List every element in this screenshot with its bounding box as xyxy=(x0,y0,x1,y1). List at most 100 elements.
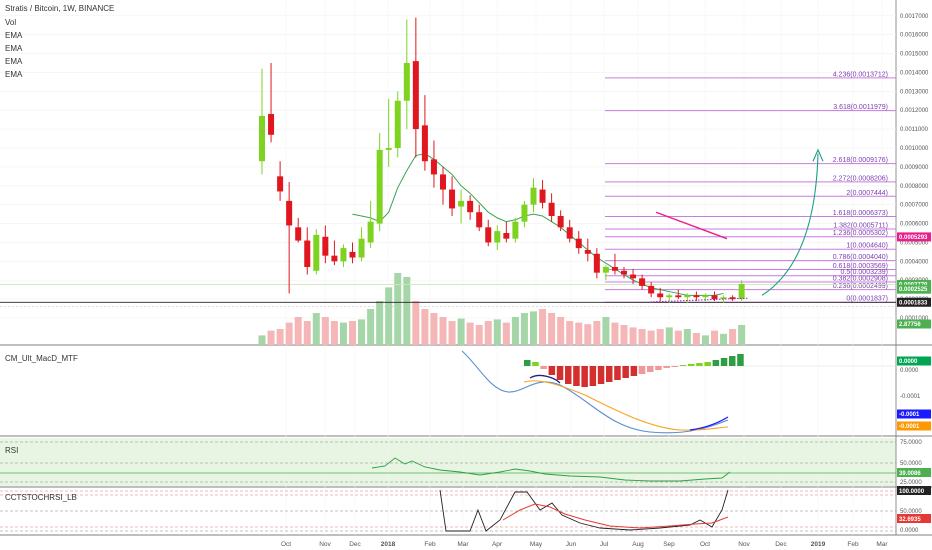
macd-histogram-bar xyxy=(704,362,711,366)
volume-bar xyxy=(620,325,628,345)
macd-histogram-bar xyxy=(614,366,621,380)
rsi-pane-title[interactable]: RSI xyxy=(5,446,19,455)
volume-bar xyxy=(584,324,592,345)
candle-body xyxy=(593,253,600,273)
candle-body xyxy=(738,284,745,300)
candle-body xyxy=(286,200,293,226)
volume-bar xyxy=(520,313,528,345)
candle-body xyxy=(277,176,284,192)
candle-body xyxy=(648,285,655,294)
price-badge xyxy=(897,232,931,242)
time-tick: Oct xyxy=(281,541,291,548)
candle-body xyxy=(693,295,700,298)
candle-body xyxy=(467,200,474,213)
time-tick: Mar xyxy=(876,541,888,548)
indicator-ema-3[interactable]: EMA xyxy=(5,57,23,66)
volume-bar xyxy=(349,321,356,345)
candle-body xyxy=(729,297,736,300)
volume-bar xyxy=(484,321,492,345)
time-tick: Aug xyxy=(632,541,644,548)
volume-bar xyxy=(674,330,682,345)
volume-bar xyxy=(385,287,393,345)
volume-bar xyxy=(665,327,673,345)
indicator-ema-2[interactable]: EMA xyxy=(5,44,23,53)
stoch-badge-label: 100.0000 xyxy=(899,489,925,495)
indicator-ema-4[interactable]: EMA xyxy=(5,70,23,79)
indicator-vol[interactable]: Vol xyxy=(5,18,17,27)
candle-body xyxy=(403,63,410,101)
candle-body xyxy=(621,270,627,275)
macd-badge xyxy=(897,421,931,431)
time-tick: Apr xyxy=(492,541,503,548)
candle-body xyxy=(322,236,329,256)
volume-bar xyxy=(376,301,384,345)
candle-body xyxy=(485,227,492,243)
price-tick: 0.0016000 xyxy=(900,33,929,39)
macd-badge-label: -0.0001 xyxy=(899,412,920,418)
volume-bar xyxy=(539,309,547,345)
macd-histogram-bar xyxy=(622,366,629,378)
volume-bar xyxy=(530,311,537,345)
volume-bar xyxy=(611,322,619,345)
trend-line xyxy=(655,211,728,240)
macd-histogram-bar xyxy=(696,363,703,366)
volume-bar xyxy=(421,309,429,345)
fib-label: 0.618(0.0003569) xyxy=(833,263,888,270)
fib-label: 1.618(0.0006373) xyxy=(833,210,888,217)
volume-bar xyxy=(448,321,456,345)
price-tick: 0.0006000 xyxy=(900,222,929,228)
candle-body xyxy=(449,189,456,209)
macd-histogram-bar xyxy=(540,366,547,369)
volume-bar xyxy=(729,329,737,345)
candle-body xyxy=(440,174,446,190)
candle-body xyxy=(639,278,646,286)
candle-body xyxy=(295,227,302,241)
price-tick: 0.0004000 xyxy=(900,259,929,265)
macd-pane-title[interactable]: CM_Ult_MacD_MTF xyxy=(5,354,78,363)
macd-histogram-bar xyxy=(630,366,638,376)
volume-bar xyxy=(475,325,483,345)
macd-histogram-bar xyxy=(655,366,662,370)
volume-bar xyxy=(566,321,574,345)
volume-bar xyxy=(720,333,728,345)
volume-bar xyxy=(493,319,501,345)
candle-body xyxy=(394,100,401,148)
price-badge-label: 0.0002525 xyxy=(899,287,928,293)
fib-label: 0.5(0.0003239) xyxy=(841,269,888,276)
volume-bar xyxy=(367,309,375,345)
macd-histogram-bar xyxy=(671,366,679,367)
fib-label: 3.618(0.0011979) xyxy=(833,104,888,111)
candle-body xyxy=(430,159,437,175)
macd-histogram-bar xyxy=(737,354,744,366)
signal-line xyxy=(523,380,729,431)
indicator-ema-1[interactable]: EMA xyxy=(5,31,23,40)
volume-bar xyxy=(439,317,447,345)
macd-histogram-bar xyxy=(589,366,597,386)
candle-body xyxy=(566,227,573,239)
symbol-title: Stratis / Bitcoin, 1W, BINANCE xyxy=(5,4,115,13)
candle-body xyxy=(503,233,510,239)
candle-body xyxy=(385,148,392,150)
volume-bar xyxy=(593,321,601,345)
macd-histogram-bar xyxy=(532,362,539,366)
fib-label: 2.618(0.0009176) xyxy=(833,157,888,164)
macd-histogram-bar xyxy=(556,366,564,380)
candle-body xyxy=(684,295,691,298)
macd-histogram-bar xyxy=(712,360,720,366)
rsi-line xyxy=(371,457,731,482)
candle-body xyxy=(340,248,347,262)
fib-label: 0.786(0.0004040) xyxy=(833,254,888,261)
candle-body xyxy=(575,238,582,249)
macd-cross xyxy=(689,416,729,431)
price-tick: 0.0017000 xyxy=(900,14,929,20)
candle-body xyxy=(331,255,338,262)
candle-body xyxy=(367,221,374,243)
stoch-pane-title[interactable]: CCTSTOCHRSI_LB xyxy=(5,493,77,502)
volume-bar xyxy=(502,322,510,345)
volume-bar xyxy=(321,317,329,345)
candle-body xyxy=(512,221,519,239)
volume-bar xyxy=(430,313,438,345)
candle-body xyxy=(584,250,591,254)
volume-bar xyxy=(511,317,519,345)
